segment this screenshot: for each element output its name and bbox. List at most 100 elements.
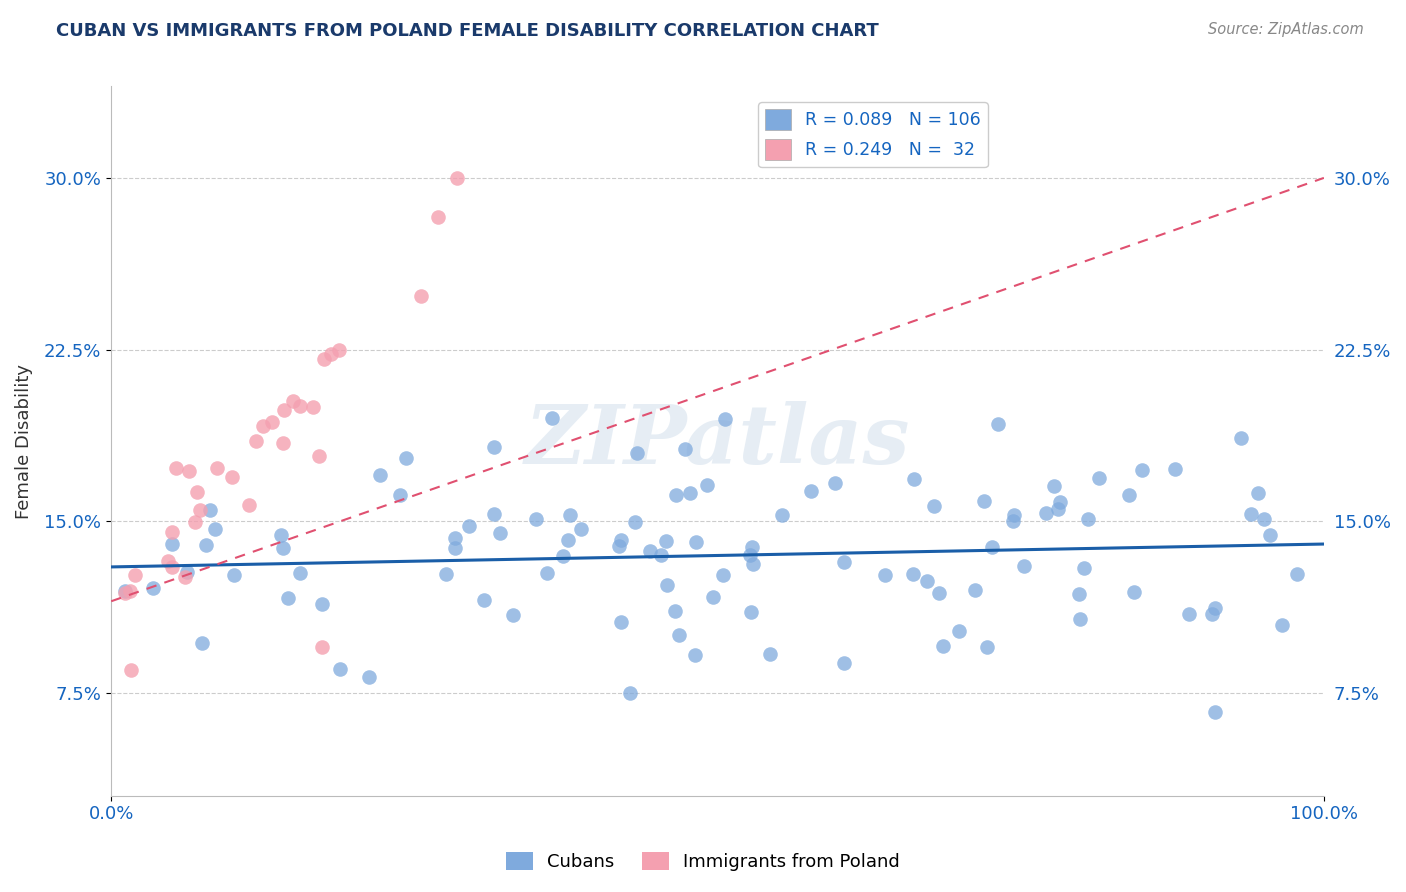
Point <box>273 403 295 417</box>
Point <box>162 524 184 539</box>
Point <box>271 436 294 450</box>
Point <box>741 557 763 571</box>
Point <box>443 532 465 546</box>
Point <box>165 460 187 475</box>
Point <box>1012 559 1035 574</box>
Point <box>427 210 450 224</box>
Point <box>238 498 260 512</box>
Point <box>311 640 333 654</box>
Point <box>489 525 512 540</box>
Point <box>359 670 381 684</box>
Text: Source: ZipAtlas.com: Source: ZipAtlas.com <box>1208 22 1364 37</box>
Point <box>673 442 696 457</box>
Point <box>626 445 648 459</box>
Y-axis label: Female Disability: Female Disability <box>15 364 32 518</box>
Point <box>1002 508 1025 522</box>
Point <box>176 565 198 579</box>
Point <box>472 593 495 607</box>
Point <box>560 508 582 523</box>
Point <box>301 401 323 415</box>
Point <box>932 639 955 653</box>
Point <box>741 540 763 554</box>
Point <box>283 394 305 409</box>
Point <box>1260 528 1282 542</box>
Point <box>1230 432 1253 446</box>
Point <box>922 499 945 513</box>
Point <box>224 568 246 582</box>
Point <box>980 540 1002 554</box>
Point <box>655 578 678 592</box>
Point <box>1002 514 1025 528</box>
Point <box>118 583 141 598</box>
Point <box>245 434 267 448</box>
Point <box>186 485 208 500</box>
Point <box>541 411 564 425</box>
Point <box>948 624 970 638</box>
Point <box>770 508 793 522</box>
Point <box>655 533 678 548</box>
Point <box>1163 461 1185 475</box>
Point <box>610 533 633 547</box>
Point <box>114 586 136 600</box>
Point <box>191 636 214 650</box>
Point <box>740 549 762 563</box>
Point <box>1035 506 1057 520</box>
Point <box>311 597 333 611</box>
Point <box>963 582 986 597</box>
Point <box>394 450 416 465</box>
Point <box>328 343 350 357</box>
Point <box>434 567 457 582</box>
Point <box>1069 612 1091 626</box>
Point <box>713 568 735 582</box>
Point <box>411 289 433 303</box>
Text: CUBAN VS IMMIGRANTS FROM POLAND FEMALE DISABILITY CORRELATION CHART: CUBAN VS IMMIGRANTS FROM POLAND FEMALE D… <box>56 22 879 40</box>
Point <box>205 461 228 475</box>
Text: ZIPatlas: ZIPatlas <box>524 401 910 481</box>
Point <box>638 544 661 558</box>
Point <box>664 604 686 618</box>
Point <box>976 640 998 655</box>
Point <box>873 568 896 582</box>
Point <box>683 648 706 663</box>
Point <box>1088 471 1111 485</box>
Point <box>482 440 505 454</box>
Point <box>834 555 856 569</box>
Point <box>388 488 411 502</box>
Point <box>142 581 165 595</box>
Legend: Cubans, Immigrants from Poland: Cubans, Immigrants from Poland <box>499 845 907 879</box>
Point <box>157 554 180 568</box>
Point <box>1042 479 1064 493</box>
Point <box>502 607 524 622</box>
Point <box>482 507 505 521</box>
Point <box>824 476 846 491</box>
Point <box>759 647 782 661</box>
Point <box>221 470 243 484</box>
Point <box>915 574 938 588</box>
Legend: R = 0.089   N = 106, R = 0.249   N =  32: R = 0.089 N = 106, R = 0.249 N = 32 <box>758 103 988 167</box>
Point <box>1204 601 1226 615</box>
Point <box>198 503 221 517</box>
Point <box>179 464 201 478</box>
Point <box>252 419 274 434</box>
Point <box>619 686 641 700</box>
Point <box>1201 607 1223 621</box>
Point <box>368 467 391 482</box>
Point <box>1077 512 1099 526</box>
Point <box>903 472 925 486</box>
Point <box>160 560 183 574</box>
Point <box>329 662 352 676</box>
Point <box>1177 607 1199 621</box>
Point <box>1069 587 1091 601</box>
Point <box>665 487 688 501</box>
Point <box>204 522 226 536</box>
Point <box>685 534 707 549</box>
Point <box>607 539 630 553</box>
Point <box>1122 585 1144 599</box>
Point <box>444 541 467 555</box>
Point <box>551 549 574 564</box>
Point <box>271 541 294 555</box>
Point <box>270 528 292 542</box>
Point <box>1247 486 1270 500</box>
Point <box>901 566 924 581</box>
Point <box>124 568 146 582</box>
